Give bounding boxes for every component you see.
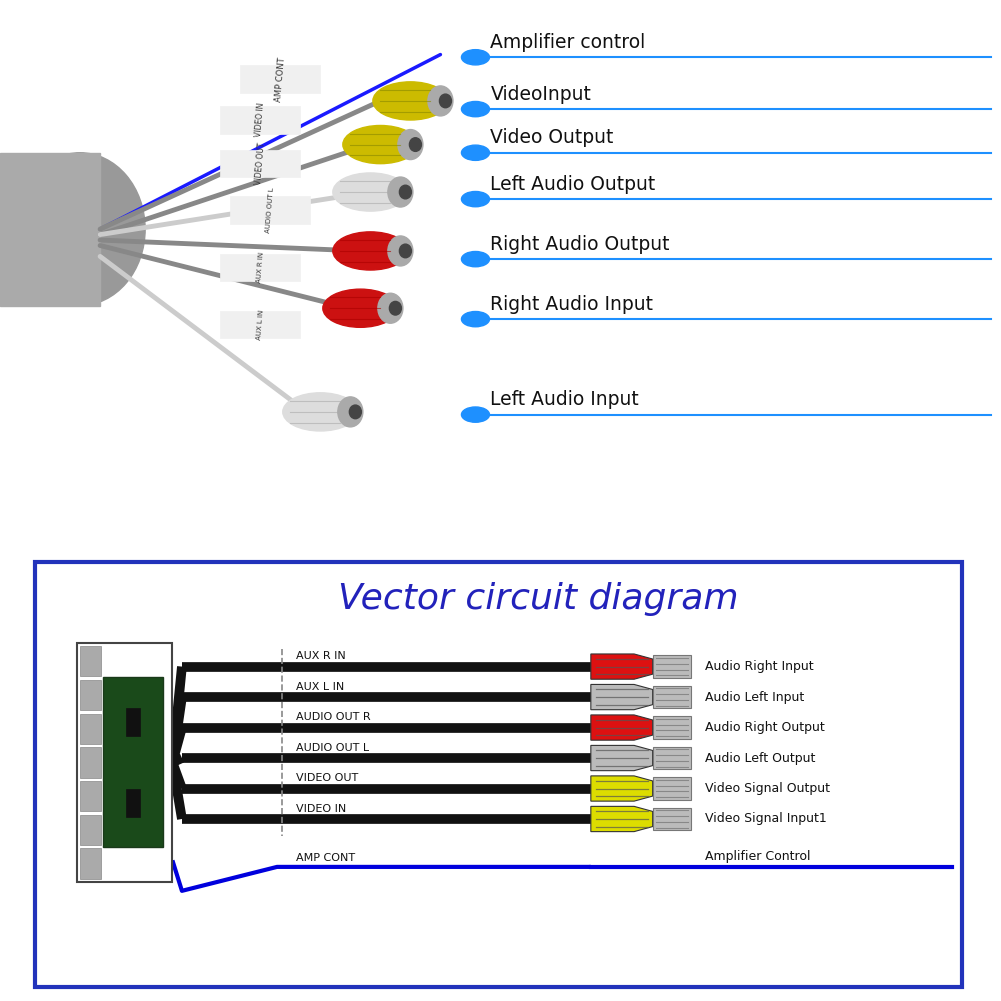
Bar xyxy=(80,646,101,677)
Bar xyxy=(80,748,101,778)
Text: Video Output: Video Output xyxy=(490,128,614,147)
Ellipse shape xyxy=(332,173,408,211)
Polygon shape xyxy=(591,807,653,832)
Bar xyxy=(653,747,691,770)
Text: VIDEO IN: VIDEO IN xyxy=(296,804,346,814)
Bar xyxy=(80,714,101,744)
Bar xyxy=(126,708,140,737)
Text: AMP CONT: AMP CONT xyxy=(296,854,355,864)
Text: Vector circuit diagram: Vector circuit diagram xyxy=(338,583,739,616)
Bar xyxy=(80,680,101,710)
Text: AUDIO OUT L: AUDIO OUT L xyxy=(296,743,369,753)
Text: AUX L IN: AUX L IN xyxy=(256,309,264,340)
Polygon shape xyxy=(591,776,653,801)
Bar xyxy=(653,716,691,739)
Circle shape xyxy=(461,50,489,65)
Text: Left Audio Output: Left Audio Output xyxy=(490,174,656,193)
Bar xyxy=(220,106,300,134)
Polygon shape xyxy=(591,654,653,680)
Circle shape xyxy=(461,191,489,207)
Text: Video Signal Output: Video Signal Output xyxy=(705,782,830,795)
Ellipse shape xyxy=(372,82,448,120)
Text: Amplifier control: Amplifier control xyxy=(490,33,646,52)
Polygon shape xyxy=(591,715,653,740)
Text: AMP CONT: AMP CONT xyxy=(274,56,286,102)
Ellipse shape xyxy=(332,232,408,270)
Text: VIDEO OUT: VIDEO OUT xyxy=(296,774,358,784)
Text: Video Signal Input1: Video Signal Input1 xyxy=(705,813,827,826)
Bar xyxy=(653,777,691,800)
Ellipse shape xyxy=(398,129,423,159)
Bar xyxy=(80,815,101,845)
Text: Audio Right Output: Audio Right Output xyxy=(705,721,825,734)
Ellipse shape xyxy=(389,301,401,315)
Ellipse shape xyxy=(388,236,413,266)
Bar xyxy=(220,311,300,338)
FancyBboxPatch shape xyxy=(34,563,962,987)
Ellipse shape xyxy=(337,396,362,426)
Ellipse shape xyxy=(388,177,413,207)
Bar xyxy=(0,153,100,305)
Ellipse shape xyxy=(399,244,411,258)
Bar xyxy=(240,65,320,93)
Ellipse shape xyxy=(378,293,402,323)
Text: Left Audio Input: Left Audio Input xyxy=(490,390,640,409)
Text: AUDIO OUT R: AUDIO OUT R xyxy=(296,713,370,723)
Bar xyxy=(653,656,691,678)
Ellipse shape xyxy=(399,185,411,199)
Text: VIDEO IN: VIDEO IN xyxy=(254,102,266,137)
Text: Audio Right Input: Audio Right Input xyxy=(705,660,814,673)
Polygon shape xyxy=(591,746,653,771)
Ellipse shape xyxy=(427,86,452,116)
Text: AUX L IN: AUX L IN xyxy=(296,682,344,692)
Text: AUX R IN: AUX R IN xyxy=(296,652,345,662)
Polygon shape xyxy=(591,685,653,710)
Ellipse shape xyxy=(349,405,361,418)
Bar xyxy=(220,253,300,281)
Text: AUDIO OUT L: AUDIO OUT L xyxy=(265,187,275,233)
Text: Amplifier Control: Amplifier Control xyxy=(705,850,811,863)
Text: Audio Left Input: Audio Left Input xyxy=(705,691,804,704)
Bar xyxy=(80,781,101,811)
Ellipse shape xyxy=(342,125,418,164)
Text: Right Audio Output: Right Audio Output xyxy=(490,234,670,253)
Text: Audio Left Output: Audio Left Output xyxy=(705,752,816,765)
Circle shape xyxy=(461,311,489,326)
Ellipse shape xyxy=(282,392,358,431)
Circle shape xyxy=(461,145,489,160)
Ellipse shape xyxy=(409,138,421,151)
Circle shape xyxy=(461,101,489,117)
Text: AUX R IN: AUX R IN xyxy=(256,251,264,283)
Circle shape xyxy=(461,407,489,422)
Ellipse shape xyxy=(15,153,145,305)
Bar xyxy=(77,643,172,882)
Bar xyxy=(103,678,163,847)
Bar xyxy=(653,808,691,831)
Circle shape xyxy=(461,251,489,267)
Bar xyxy=(126,789,140,817)
Text: VIDEO OUT: VIDEO OUT xyxy=(254,142,266,185)
Ellipse shape xyxy=(322,289,398,327)
Bar xyxy=(80,849,101,879)
Bar xyxy=(653,686,691,709)
Text: VideoInput: VideoInput xyxy=(490,85,592,104)
Text: Right Audio Input: Right Audio Input xyxy=(490,294,654,313)
Ellipse shape xyxy=(439,94,451,108)
Bar xyxy=(220,150,300,177)
Bar xyxy=(230,196,310,223)
